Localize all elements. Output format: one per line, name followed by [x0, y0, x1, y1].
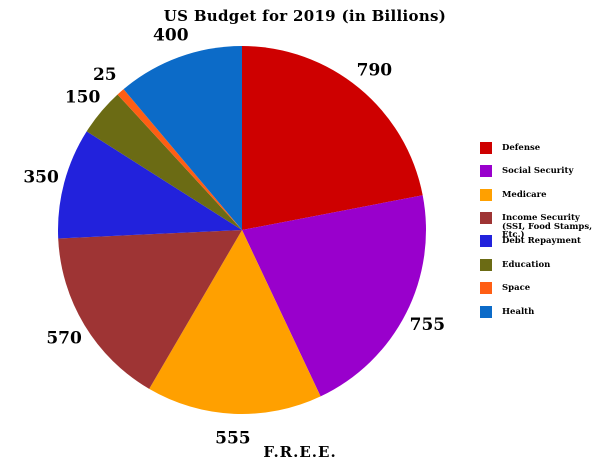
legend-label-income-security-ssi-food-stamps-etc: Income Security (SSI, Food Stamps, Etc.) — [502, 213, 593, 241]
legend-label-medicare: Medicare — [502, 189, 547, 200]
legend-label-health: Health — [502, 306, 535, 317]
legend-label-debt-repayment: Debt Repayment — [502, 236, 581, 247]
legend-swatch-income-security-ssi-food-stamps-etc — [480, 212, 492, 225]
legend-swatch-education — [480, 258, 492, 271]
chart-title: US Budget for 2019 (in Billions) — [163, 7, 447, 25]
legend-swatch-debt-repayment — [480, 235, 492, 248]
legend-label-defense: Defense — [502, 143, 541, 153]
legend-swatch-social-security — [480, 165, 492, 178]
legend-item-education: Education — [480, 258, 596, 271]
slice-value-label-space: 25 — [93, 65, 117, 85]
legend-swatch-medicare — [480, 188, 492, 201]
legend-item-defense: Defense — [480, 142, 596, 154]
legend-swatch-space — [480, 282, 492, 295]
pie-slice-debt-repayment — [57, 131, 242, 239]
pie-slice-space — [117, 89, 242, 230]
legend-item-debt-repayment: Debt Repayment — [480, 235, 596, 248]
slice-value-label-medicare: 555 — [215, 429, 251, 449]
pie-slice-income-security-ssi-food-stamps-etc — [58, 230, 242, 389]
legend-label-social-security: Social Security — [502, 166, 574, 177]
slice-value-label-debt-repayment: 350 — [23, 168, 59, 188]
pie-slice-health — [123, 45, 242, 230]
legend-item-income-security-ssi-food-stamps-etc: Income Security (SSI, Food Stamps, Etc.) — [480, 212, 596, 240]
pie-slice-defense — [242, 45, 423, 230]
legend: Defense Social Security Medicare Income Sec… — [480, 142, 600, 332]
legend-swatch-health — [480, 305, 492, 318]
legend-item-space: Space — [480, 282, 596, 295]
pie-slice-social-security — [242, 195, 427, 397]
slice-value-label-income-security-ssi-food-stamps-etc: 570 — [46, 329, 82, 349]
legend-item-social-security: Social Security — [480, 165, 596, 178]
slice-value-label-defense: 790 — [357, 61, 393, 81]
pie-slice-medicare — [149, 230, 321, 414]
legend-item-health: Health — [480, 305, 596, 318]
legend-label-space: Space — [502, 283, 531, 294]
legend-swatch-defense — [480, 142, 492, 154]
legend-label-education: Education — [502, 259, 551, 270]
slice-value-label-social-security: 755 — [410, 315, 446, 335]
slice-value-label-health: 400 — [153, 26, 189, 46]
pie-slice-education — [86, 94, 243, 230]
legend-item-medicare: Medicare — [480, 188, 596, 201]
footer-watermark: F.R.E.E. — [263, 443, 337, 461]
slice-value-label-education: 150 — [65, 88, 101, 108]
